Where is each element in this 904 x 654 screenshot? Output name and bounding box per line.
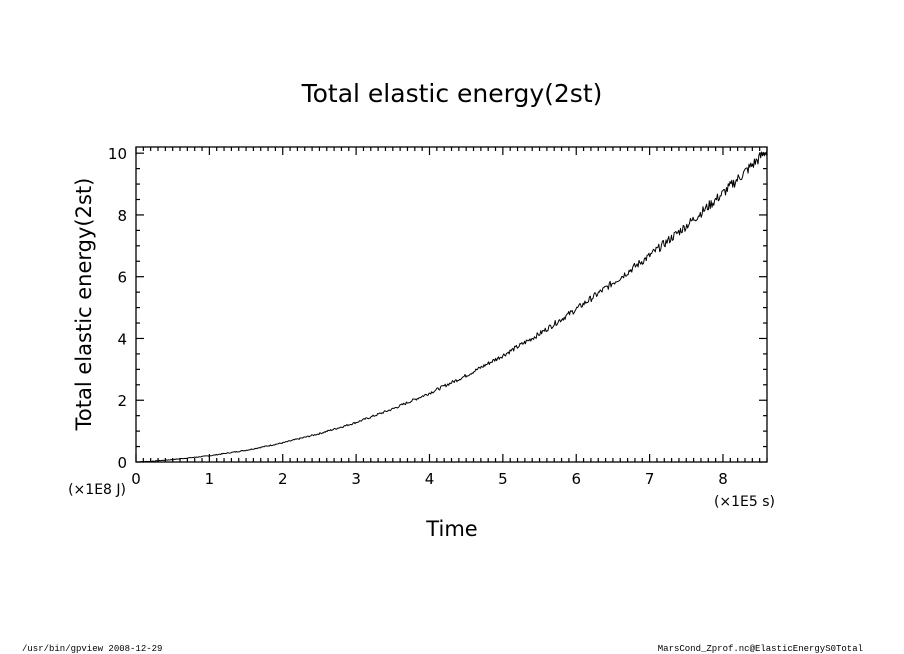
x-tick-label: 5 xyxy=(498,470,508,488)
y-axis-label: Total elastic energy(2st) xyxy=(72,178,96,432)
x-axis-label: Time xyxy=(425,517,477,541)
y-tick-label: 10 xyxy=(108,145,127,163)
y-tick-label: 4 xyxy=(117,330,127,348)
x-tick-label: 4 xyxy=(425,470,435,488)
x-tick-label: 0 xyxy=(131,470,141,488)
x-tick-label: 6 xyxy=(571,470,581,488)
y-tick-label: 0 xyxy=(117,454,127,472)
y-tick-labels: 0 2 4 6 8 10 xyxy=(108,145,127,472)
x-tick-labels: 0 1 2 3 4 5 6 7 8 xyxy=(131,470,728,488)
chart-title: Total elastic energy(2st) xyxy=(301,79,603,108)
x-tick-label: 8 xyxy=(718,470,728,488)
x-tick-label: 3 xyxy=(351,470,361,488)
x-tick-label: 7 xyxy=(645,470,655,488)
x-tick-label: 1 xyxy=(205,470,215,488)
footer-right: MarsCond_Zprof.nc@ElasticEnergyS0Total xyxy=(658,644,863,654)
x-tick-label: 2 xyxy=(278,470,288,488)
series-line xyxy=(135,150,768,463)
x-unit-label: (×1E5 s) xyxy=(714,494,775,510)
plot-frame xyxy=(135,146,768,463)
y-unit-label: (×1E8 J) xyxy=(68,482,126,498)
y-tick-label: 2 xyxy=(117,392,127,410)
axis-ticks xyxy=(135,147,768,463)
y-tick-label: 8 xyxy=(117,207,127,225)
y-tick-label: 6 xyxy=(117,269,127,287)
footer-left: /usr/bin/gpview 2008-12-29 xyxy=(22,644,162,654)
